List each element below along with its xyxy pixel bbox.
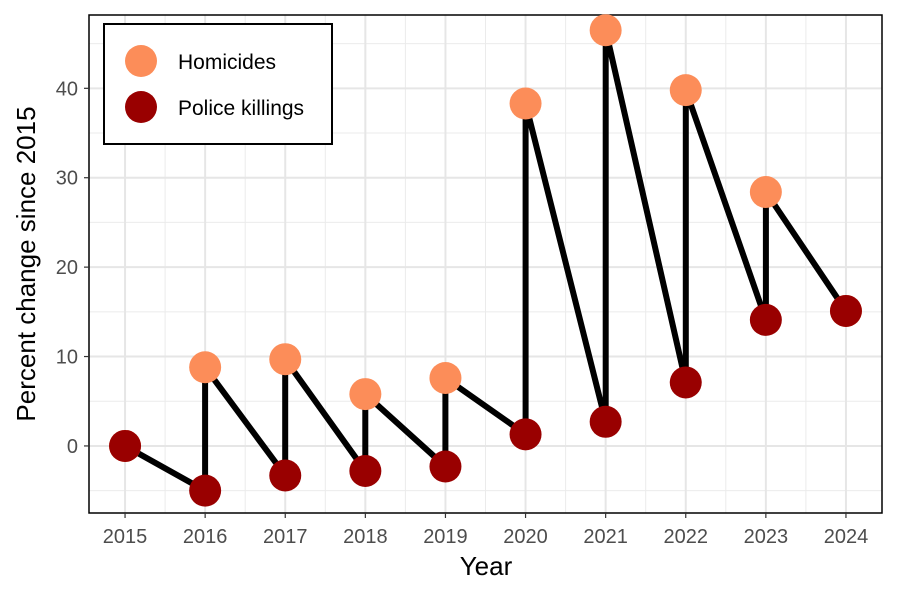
point-homicides [589, 14, 622, 47]
point-police-killings [749, 303, 782, 336]
y-tick-label: 20 [56, 257, 78, 279]
point-police-killings [429, 450, 462, 483]
plot-panel-border [88, 14, 883, 514]
y-tick-label: 40 [56, 78, 78, 100]
x-axis-ticks: 2015 2016 2017 2018 2019 2020 2021 2022 2023 2024 [103, 513, 868, 548]
point-homicides [669, 74, 702, 107]
x-tick-label: 2018 [343, 526, 388, 548]
y-axis-label: Percent change since 2015 [11, 106, 41, 421]
point-homicides [749, 176, 782, 209]
legend-box [103, 23, 333, 145]
point-police-killings [349, 454, 382, 487]
y-tick-label: 30 [56, 168, 78, 190]
point-homicides [269, 343, 302, 376]
connector-path [123, 27, 849, 494]
legend-marker-homicides [125, 45, 157, 77]
x-tick-label: 2015 [103, 526, 148, 548]
x-tick-label: 2017 [263, 526, 308, 548]
y-axis-ticks: 0 10 20 30 40 [56, 78, 89, 458]
data-points [109, 14, 862, 507]
legend-marker-police-killings [125, 91, 157, 123]
point-homicides [189, 351, 222, 384]
point-police-killings [829, 294, 862, 327]
point-police-killings [669, 366, 702, 399]
x-tick-label: 2024 [824, 526, 869, 548]
y-tick-label: 10 [56, 347, 78, 369]
point-police-killings [589, 405, 622, 438]
x-tick-label: 2020 [503, 526, 548, 548]
legend: Homicides Police killings [103, 23, 333, 145]
x-tick-label: 2022 [664, 526, 709, 548]
x-tick-label: 2023 [744, 526, 789, 548]
x-tick-label: 2016 [183, 526, 228, 548]
point-police-killings [109, 429, 142, 462]
point-police-killings [269, 459, 302, 492]
point-police-killings [189, 474, 222, 507]
legend-label-police-killings: Police killings [178, 97, 304, 120]
point-homicides [509, 87, 542, 120]
point-police-killings [509, 418, 542, 451]
legend-label-homicides: Homicides [178, 51, 276, 74]
y-tick-label: 0 [67, 436, 78, 458]
point-homicides [349, 378, 382, 411]
x-tick-label: 2019 [423, 526, 468, 548]
point-homicides [429, 361, 462, 394]
connector-line [123, 27, 849, 494]
x-tick-label: 2021 [583, 526, 628, 548]
x-axis-label: Year [460, 551, 513, 581]
